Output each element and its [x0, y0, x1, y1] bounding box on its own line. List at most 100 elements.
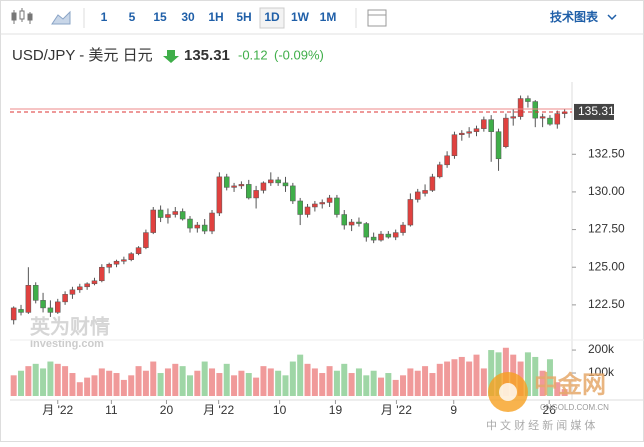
volume-bar [231, 375, 238, 396]
volume-bar [47, 361, 54, 396]
volume-bar [297, 354, 304, 396]
candle-body [422, 190, 428, 194]
volume-bar [76, 382, 83, 396]
interval-button[interactable]: 1D [264, 10, 280, 24]
volume-bar [113, 373, 120, 396]
interval-button[interactable]: 30 [181, 10, 195, 24]
area-icon[interactable] [51, 10, 71, 25]
candle-body [135, 247, 142, 254]
x-tick-label: 10 [273, 403, 287, 417]
volume-bar [98, 368, 105, 396]
x-tick-label: 20 [160, 403, 174, 417]
change: -0.12 [238, 47, 268, 62]
candle-body [517, 98, 524, 117]
candle-body [290, 185, 296, 202]
interval-button[interactable]: 1M [320, 10, 337, 24]
corner-watermark-tag: 中 文 财 经 新 闻 媒 体 [486, 418, 595, 432]
volume-bar [150, 361, 157, 396]
y-tick-label: 127.50 [588, 222, 625, 236]
volume-bar [539, 370, 546, 396]
volume-bar [128, 375, 135, 396]
volume-bar [179, 366, 186, 396]
candle-body [246, 184, 252, 199]
corner-logo-inner [499, 383, 517, 401]
volume-bar [473, 354, 480, 396]
candle-body [326, 197, 333, 203]
volume-bar [414, 370, 421, 396]
y-tick-label: 132.50 [588, 146, 625, 160]
interval-button[interactable]: 1W [291, 10, 310, 24]
candle-body [312, 203, 318, 208]
interval-buttons: 1 5 15 30 1H 5H 1D 1W 1M [101, 7, 337, 29]
candle-body [223, 176, 230, 188]
x-tick-label: 月 '22 [203, 403, 234, 417]
volume-bar [106, 370, 113, 396]
candle-body [179, 211, 186, 220]
last-price-tag [574, 103, 614, 120]
candle-body [268, 179, 274, 184]
candle-body [429, 176, 436, 191]
volume-bar [282, 375, 289, 396]
candle-body [319, 202, 325, 205]
candle-body [187, 218, 193, 229]
candle-body [304, 206, 311, 215]
x-tick-label: 月 '22 [381, 403, 412, 417]
interval-button[interactable]: 5 [129, 10, 136, 24]
down-arrow [163, 50, 179, 63]
candle-body [348, 221, 355, 226]
interval-button[interactable]: 1 [101, 10, 108, 24]
candle-body [121, 259, 127, 262]
vol-tick-label: 200k [588, 342, 615, 356]
candle-body [414, 191, 421, 200]
corner-watermark-site: CNGOLD.COM.CN [540, 403, 609, 412]
candle-body [157, 209, 164, 218]
candle-body [194, 224, 201, 229]
watermark-site: Investing.com [30, 338, 104, 350]
candle-body [99, 266, 105, 282]
volume-bar [245, 373, 252, 396]
candle-body [62, 294, 68, 303]
volume-bar [429, 373, 436, 396]
volume-bar [91, 375, 98, 396]
volume-bar [436, 363, 443, 396]
x-tick-label: 月 '22 [42, 403, 73, 417]
volume-bar [164, 368, 171, 396]
interval-button[interactable]: 5H [236, 10, 251, 24]
volume-bar [363, 375, 370, 396]
candle-body [392, 232, 399, 238]
candle-body [165, 214, 171, 218]
volume-bar [194, 370, 201, 396]
table-icon[interactable] [367, 9, 387, 27]
volume-bar [444, 361, 451, 396]
candle-body [113, 260, 120, 265]
candle-body [370, 236, 377, 241]
candle-body [253, 190, 259, 199]
y-tick-label: 130.00 [588, 184, 625, 198]
candle-body [25, 285, 32, 313]
volume-bar [348, 373, 355, 396]
candle-body [481, 119, 487, 129]
volume-bar [275, 370, 282, 396]
tech-chart-link[interactable]: 技术图表 [550, 9, 599, 24]
interval-button[interactable]: 1H [208, 10, 223, 24]
volume-bar [466, 361, 473, 396]
corner-watermark: 中金网 [534, 370, 606, 398]
candle-icon[interactable] [11, 8, 33, 24]
candle-body [437, 164, 443, 178]
dropdown-arrow[interactable] [607, 14, 617, 21]
interval-button[interactable]: 15 [153, 10, 167, 24]
x-tick-label: 26 [543, 403, 557, 417]
candle-body [40, 300, 46, 309]
candle-body [495, 131, 502, 160]
volume-bar [223, 363, 230, 396]
volume-bar [172, 363, 179, 396]
volume-bar [480, 368, 487, 396]
volume-bar [120, 379, 127, 396]
price: 135.31 [184, 47, 230, 64]
candle-body [451, 134, 458, 157]
volume-bar [32, 363, 39, 396]
candle-body [10, 307, 17, 321]
candle-body [378, 233, 384, 241]
candle-body [459, 132, 465, 135]
